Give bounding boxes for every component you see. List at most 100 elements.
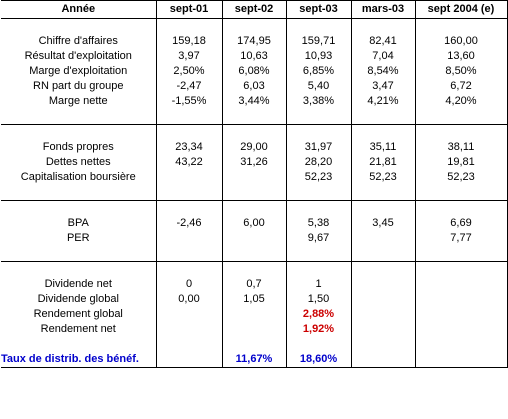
cell: 9,67 bbox=[285, 231, 351, 246]
cell bbox=[155, 307, 222, 322]
footer-row: Taux de distrib. des bénéf. 11,67% 18,60… bbox=[1, 352, 508, 368]
spacer-row bbox=[1, 18, 508, 34]
cell: 3,45 bbox=[350, 216, 415, 231]
cell: 6,00 bbox=[221, 216, 286, 231]
highlight-cell-rendement-net: 1,92% bbox=[285, 322, 351, 337]
table-row: Rendement net 1,92% bbox=[1, 322, 508, 337]
row-label: Dettes nettes bbox=[45, 156, 111, 168]
cell bbox=[350, 292, 415, 307]
cell: 28,20 bbox=[285, 155, 351, 170]
cell bbox=[155, 352, 222, 368]
cell: 2,50% bbox=[155, 64, 222, 79]
cell: 5,40 bbox=[285, 79, 351, 94]
header-cell-sept-01: sept-01 bbox=[155, 0, 222, 19]
cell: 3,44% bbox=[221, 94, 286, 109]
cell: 82,41 bbox=[350, 34, 415, 49]
row-label: Marge nette bbox=[48, 95, 108, 107]
cell: 159,71 bbox=[285, 34, 351, 49]
row-label: Rendement net bbox=[40, 323, 116, 335]
cell: 5,38 bbox=[285, 216, 351, 231]
table-row: Dividende global 0,00 1,05 1,50 bbox=[1, 292, 508, 307]
table-row: BPA -2,46 6,00 5,38 3,45 6,69 bbox=[1, 216, 508, 231]
row-label: BPA bbox=[67, 217, 89, 229]
header-row: Année sept-01 sept-02 sept-03 mars-03 se… bbox=[1, 0, 508, 19]
cell: -2,47 bbox=[155, 79, 222, 94]
section-separator bbox=[1, 185, 508, 201]
cell: 35,11 bbox=[350, 140, 415, 155]
cell bbox=[221, 231, 286, 246]
cell: -1,55% bbox=[155, 94, 222, 109]
cell: 0 bbox=[155, 277, 222, 292]
row-label: PER bbox=[66, 232, 90, 244]
cell bbox=[414, 352, 508, 368]
header-cell-annee: Année bbox=[1, 0, 156, 19]
row-label: Chiffre d'affaires bbox=[38, 35, 118, 47]
spacer-row bbox=[1, 124, 508, 140]
cell bbox=[221, 322, 286, 337]
row-label: Dividende net bbox=[44, 278, 112, 290]
cell: 3,97 bbox=[155, 49, 222, 64]
row-label: Dividende global bbox=[37, 293, 119, 305]
cell: 4,20% bbox=[414, 94, 508, 109]
cell: 1,05 bbox=[221, 292, 286, 307]
cell: 7,04 bbox=[350, 49, 415, 64]
header-cell-sept-2004: sept 2004 (e) bbox=[414, 0, 508, 19]
cell bbox=[155, 322, 222, 337]
spacer-row bbox=[1, 337, 508, 352]
cell: 6,72 bbox=[414, 79, 508, 94]
cell: 43,22 bbox=[155, 155, 222, 170]
cell bbox=[414, 292, 508, 307]
cell bbox=[350, 307, 415, 322]
table-row: Marge d'exploitation 2,50% 6,08% 6,85% 8… bbox=[1, 64, 508, 79]
cell: 8,54% bbox=[350, 64, 415, 79]
cell: 11,67% bbox=[221, 352, 286, 368]
cell: 19,81 bbox=[414, 155, 508, 170]
cell bbox=[350, 352, 415, 368]
table-row: Rendement global 2,88% bbox=[1, 307, 508, 322]
header-cell-mars-03: mars-03 bbox=[350, 0, 415, 19]
section-separator bbox=[1, 246, 508, 262]
section-separator bbox=[1, 109, 508, 125]
cell: 1 bbox=[285, 277, 351, 292]
highlight-cell-rendement-global: 2,88% bbox=[285, 307, 351, 322]
cell: 21,81 bbox=[350, 155, 415, 170]
row-label: Fonds propres bbox=[42, 141, 114, 153]
cell: 6,85% bbox=[285, 64, 351, 79]
cell: 159,18 bbox=[155, 34, 222, 49]
cell bbox=[155, 231, 222, 246]
cell: 23,34 bbox=[155, 140, 222, 155]
table-row: Chiffre d'affaires 159,18 174,95 159,71 … bbox=[1, 34, 508, 49]
cell bbox=[414, 322, 508, 337]
cell: 160,00 bbox=[414, 34, 508, 49]
cell: 174,95 bbox=[221, 34, 286, 49]
table-row: Marge nette -1,55% 3,44% 3,38% 4,21% 4,2… bbox=[1, 94, 508, 109]
cell: 31,26 bbox=[221, 155, 286, 170]
cell bbox=[350, 231, 415, 246]
cell: 10,63 bbox=[221, 49, 286, 64]
cell bbox=[350, 277, 415, 292]
cell: 38,11 bbox=[414, 140, 508, 155]
cell bbox=[414, 277, 508, 292]
cell: 52,23 bbox=[285, 170, 351, 185]
table-row: Capitalisation boursière 52,23 52,23 52,… bbox=[1, 170, 508, 185]
cell: 8,50% bbox=[414, 64, 508, 79]
table-row: PER 9,67 7,77 bbox=[1, 231, 508, 246]
table-row: Dettes nettes 43,22 31,26 28,20 21,81 19… bbox=[1, 155, 508, 170]
cell: 29,00 bbox=[221, 140, 286, 155]
cell bbox=[414, 307, 508, 322]
table-row: Dividende net 0 0,7 1 bbox=[1, 277, 508, 292]
cell: 7,77 bbox=[414, 231, 508, 246]
table-row: RN part du groupe -2,47 6,03 5,40 3,47 6… bbox=[1, 79, 508, 94]
cell bbox=[155, 170, 222, 185]
footer-label: Taux de distrib. des bénéf. bbox=[1, 352, 156, 368]
cell: 3,38% bbox=[285, 94, 351, 109]
cell bbox=[221, 170, 286, 185]
header-cell-sept-03: sept-03 bbox=[285, 0, 351, 19]
cell: 6,08% bbox=[221, 64, 286, 79]
cell: 52,23 bbox=[414, 170, 508, 185]
cell: 18,60% bbox=[285, 352, 351, 368]
row-label: Résultat d'exploitation bbox=[24, 50, 132, 62]
cell: 13,60 bbox=[414, 49, 508, 64]
spacer-row bbox=[1, 200, 508, 216]
